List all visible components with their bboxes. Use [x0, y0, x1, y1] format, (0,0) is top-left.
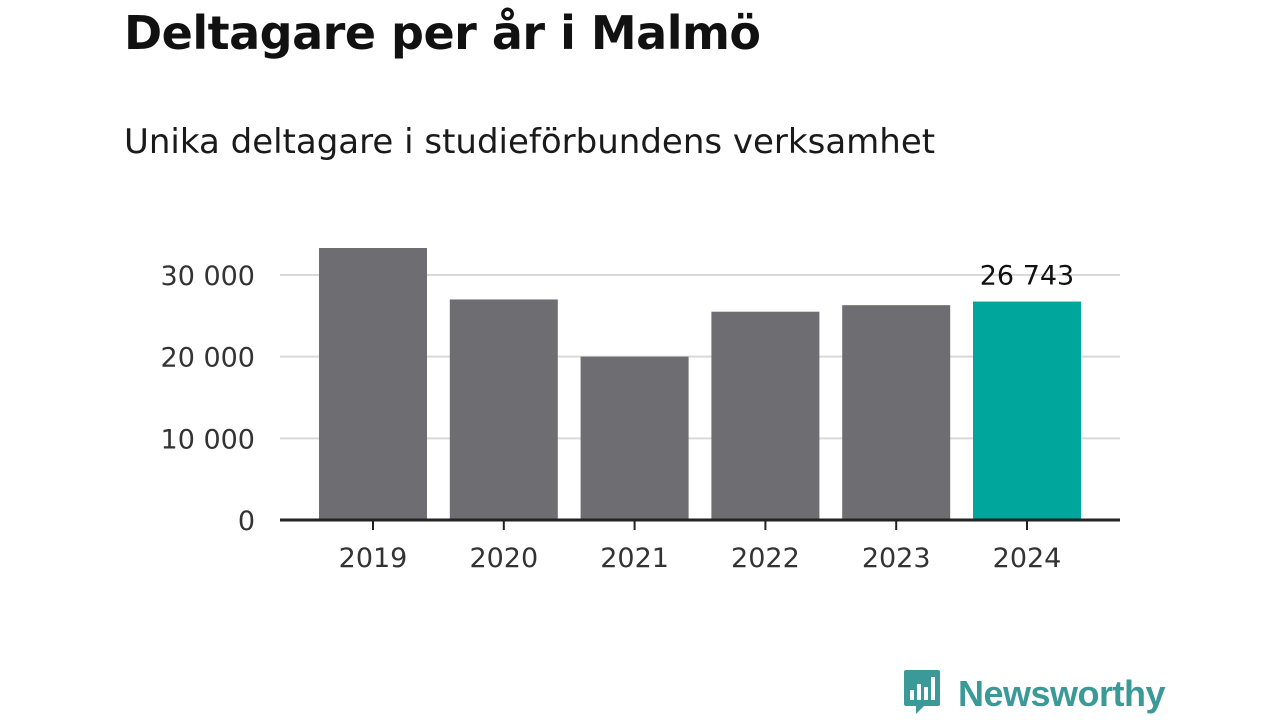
x-tick-label: 2019	[339, 543, 408, 574]
x-tick-label: 2021	[600, 543, 669, 574]
x-tick-label: 2020	[469, 543, 538, 574]
bar-2024	[973, 301, 1081, 520]
y-tick-label: 30 000	[161, 261, 255, 292]
bar-2022	[711, 311, 820, 520]
data-label-2024: 26 743	[980, 261, 1074, 292]
brand-name: Newsworthy	[958, 673, 1166, 714]
bar-chart-speech-icon	[902, 668, 942, 720]
bar-2021	[580, 356, 689, 520]
y-tick-label: 0	[238, 506, 255, 537]
bar-chart: 0 10 000 20 000 30 000 2019 2020 2021 2022 2023 2…	[161, 248, 1120, 574]
chart-title: Deltagare per år i Malmö	[124, 6, 761, 60]
x-tick-label: 2024	[993, 543, 1062, 574]
chart-subtitle: Unika deltagare i studieförbundens verks…	[124, 122, 936, 162]
brand-logo: Newsworthy	[902, 668, 1166, 720]
bar-2019	[319, 248, 427, 520]
x-tick-label: 2023	[862, 543, 931, 574]
bar-2023	[842, 305, 951, 520]
y-tick-label: 10 000	[161, 424, 255, 455]
y-tick-label: 20 000	[161, 343, 255, 374]
bar-2020	[449, 299, 558, 520]
x-tick-label: 2022	[731, 543, 800, 574]
